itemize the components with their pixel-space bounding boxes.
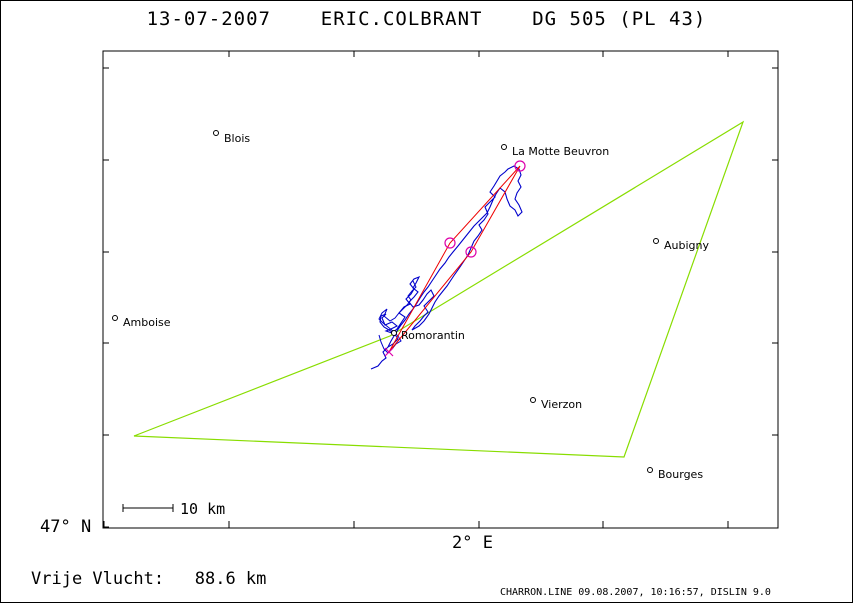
town-marker-icon bbox=[653, 238, 659, 244]
axis-ticks bbox=[103, 51, 778, 528]
map-border bbox=[102, 50, 779, 529]
turnpoint-marker bbox=[465, 246, 477, 258]
start-finish-marker bbox=[384, 347, 394, 357]
svg-text:Bourges: Bourges bbox=[658, 468, 703, 481]
town-bourges: Bourges bbox=[647, 467, 703, 481]
svg-text:Romorantin: Romorantin bbox=[401, 329, 465, 342]
svg-text:Blois: Blois bbox=[224, 132, 250, 145]
turnpoints bbox=[444, 160, 526, 258]
plot-footer: CHARRON.LINE 09.08.2007, 10:16:57, DISLI… bbox=[500, 587, 771, 598]
town-amboise: Amboise bbox=[112, 315, 171, 329]
optimized-route bbox=[388, 165, 521, 353]
town-la-motte-beuvron: La Motte Beuvron bbox=[501, 144, 609, 158]
town-marker-icon bbox=[501, 144, 507, 150]
town-marker-icon bbox=[112, 315, 118, 321]
svg-text:La Motte Beuvron: La Motte Beuvron bbox=[512, 145, 609, 158]
free-flight-distance: Vrije Vlucht: 88.6 km bbox=[31, 569, 267, 589]
scale-bar bbox=[122, 504, 174, 512]
turnpoint-marker bbox=[444, 237, 456, 249]
longitude-label: 2° E bbox=[452, 533, 493, 553]
town-marker-icon bbox=[530, 397, 536, 403]
town-marker-icon bbox=[391, 330, 397, 336]
turnpoint-marker bbox=[514, 160, 526, 172]
town-vierzon: Vierzon bbox=[530, 397, 582, 411]
town-aubigny: Aubigny bbox=[653, 238, 709, 252]
svg-text:Amboise: Amboise bbox=[123, 316, 171, 329]
task-polygon bbox=[133, 120, 745, 458]
flight-title: 13-07-2007 ERIC.COLBRANT DG 505 (PL 43) bbox=[146, 8, 707, 30]
svg-text:Aubigny: Aubigny bbox=[664, 239, 709, 252]
latitude-label: 47° N bbox=[40, 517, 91, 537]
scale-label: 10 km bbox=[180, 500, 225, 518]
svg-text:Vierzon: Vierzon bbox=[541, 398, 582, 411]
town-marker-icon bbox=[647, 467, 653, 473]
town-blois: Blois bbox=[213, 130, 250, 145]
town-marker-icon bbox=[213, 130, 219, 136]
town-romorantin: Romorantin bbox=[391, 329, 465, 342]
